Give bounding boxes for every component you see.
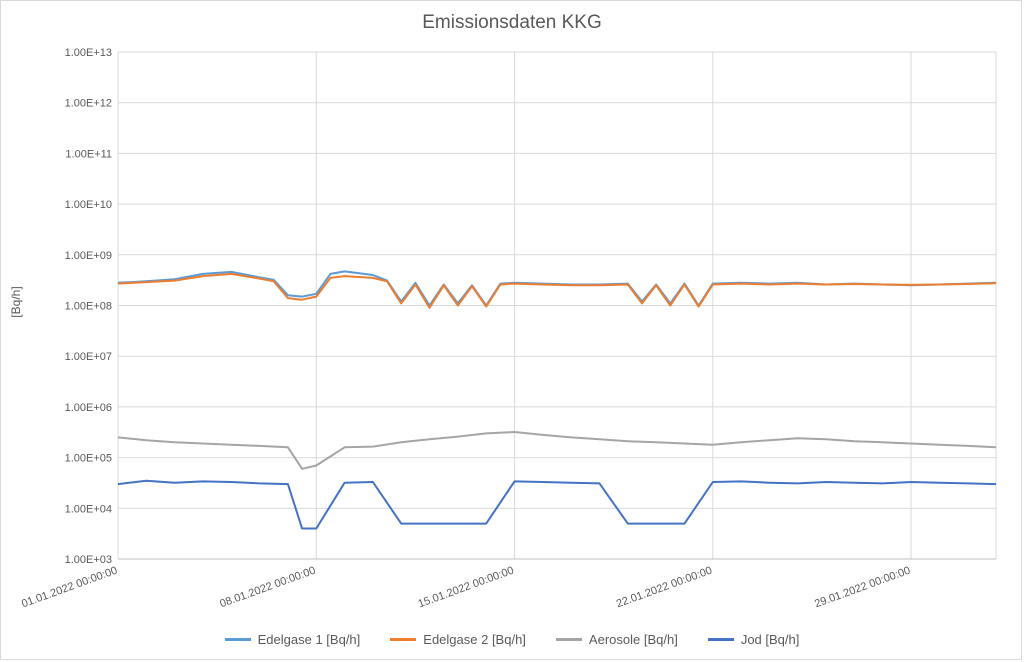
legend: Edelgase 1 [Bq/h] Edelgase 2 [Bq/h] Aero…: [0, 632, 1024, 647]
series-line-2: [117, 431, 997, 470]
legend-label: Jod [Bq/h]: [740, 632, 800, 647]
legend-item-edelgase-1: Edelgase 1 [Bq/h]: [224, 632, 361, 647]
legend-label: Edelgase 2 [Bq/h]: [423, 632, 526, 647]
series-line-3: [117, 479, 997, 530]
legend-swatch: [707, 638, 734, 641]
y-tick-label: 1.00E+04: [65, 503, 112, 515]
chart-title: Emissionsdaten KKG: [422, 12, 602, 33]
legend-swatch: [555, 638, 582, 641]
legend-label: Aerosole [Bq/h]: [588, 632, 678, 647]
y-tick-label: 1.00E+11: [65, 148, 112, 160]
x-tick-label: 22.01.2022 00:00:00: [615, 565, 714, 611]
x-tick-label: 08.01.2022 00:00:00: [218, 565, 317, 611]
x-tick-label: 15.01.2022 00:00:00: [417, 565, 516, 611]
y-tick-label: 1.00E+08: [65, 301, 112, 313]
legend-item-aerosole: Aerosole [Bq/h]: [555, 632, 678, 647]
legend-label: Edelgase 1 [Bq/h]: [257, 632, 361, 647]
legend-swatch: [390, 638, 417, 641]
y-tick-label: 1.00E+13: [65, 47, 112, 59]
legend-item-edelgase-2: Edelgase 2 [Bq/h]: [390, 632, 526, 647]
y-tick-label: 1.00E+10: [65, 199, 112, 211]
y-tick-label: 1.00E+05: [65, 453, 112, 465]
series-line-1: [117, 272, 997, 309]
y-tick-label: 1.00E+03: [65, 554, 112, 566]
y-tick-label: 1.00E+06: [65, 402, 112, 414]
y-tick-label: 1.00E+12: [65, 98, 112, 110]
y-tick-label: 1.00E+07: [65, 351, 112, 363]
legend-item-jod: Jod [Bq/h]: [707, 632, 800, 647]
y-tick-label: 1.00E+09: [65, 250, 112, 262]
legend-swatch: [224, 638, 251, 641]
x-tick-label: 01.01.2022 00:00:00: [20, 565, 119, 611]
x-tick-label: 29.01.2022 00:00:00: [813, 565, 912, 611]
